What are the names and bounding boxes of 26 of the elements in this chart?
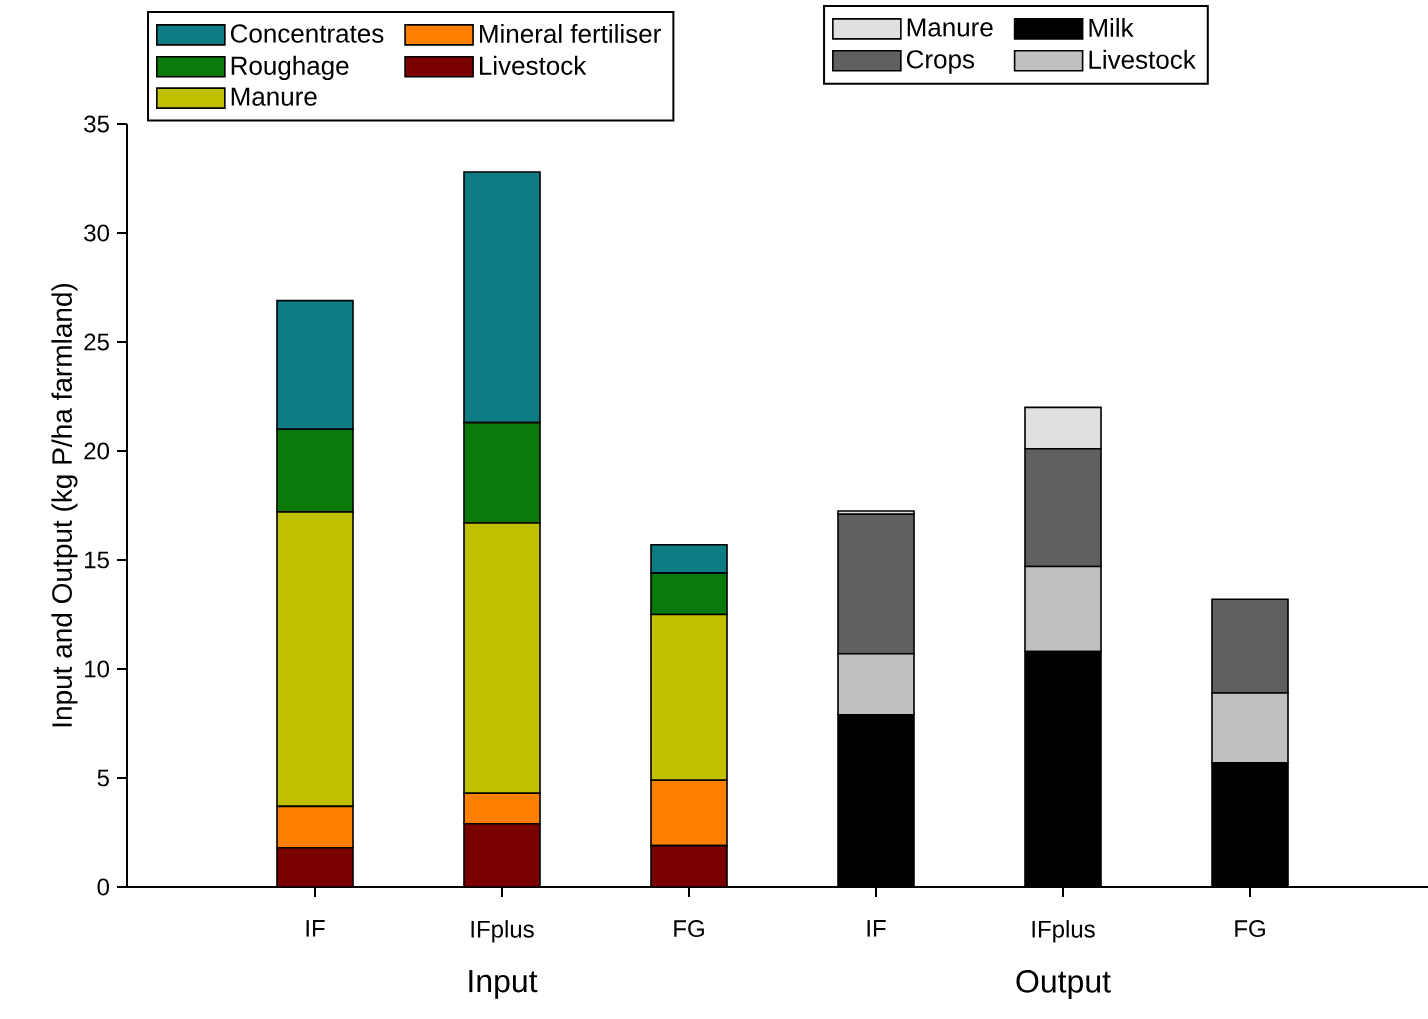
legend-label: Crops xyxy=(906,50,975,74)
y-tick-label: 0 xyxy=(97,878,110,896)
y-tick-label: 10 xyxy=(85,660,110,678)
y-tick-label: 35 xyxy=(84,115,109,133)
y-tick-label: 30 xyxy=(84,224,110,242)
legend-label: Livestock xyxy=(480,55,587,75)
text: Input xyxy=(469,970,538,999)
x-tick-label: IF xyxy=(306,920,325,937)
y-tick-label: 20 xyxy=(84,442,110,460)
legend-label: Livestock xyxy=(1089,49,1196,69)
legend-label: Manure xyxy=(231,87,317,106)
y-tick-label: 5 xyxy=(97,769,109,787)
legend-label: Concentrates xyxy=(230,24,384,43)
legend-label: Manure xyxy=(907,18,993,37)
y-tick-label: 25 xyxy=(84,333,109,351)
x-tick-label: FG xyxy=(1235,920,1265,938)
y-tick-label: 15 xyxy=(85,551,109,569)
x-tick-label: IFplus xyxy=(1032,920,1095,943)
x-tick-label: IFplus xyxy=(471,920,534,943)
text: Output xyxy=(1016,970,1111,1000)
legend-label: Milk xyxy=(1089,17,1134,37)
legend-label: Roughage xyxy=(231,55,349,81)
x-tick-label: FG xyxy=(674,920,704,938)
y-axis-title: Input and Output (kg P/ha farmland) xyxy=(51,283,78,727)
legend-label: Mineral fertiliser xyxy=(480,23,661,44)
x-tick-label: IF xyxy=(867,920,886,937)
